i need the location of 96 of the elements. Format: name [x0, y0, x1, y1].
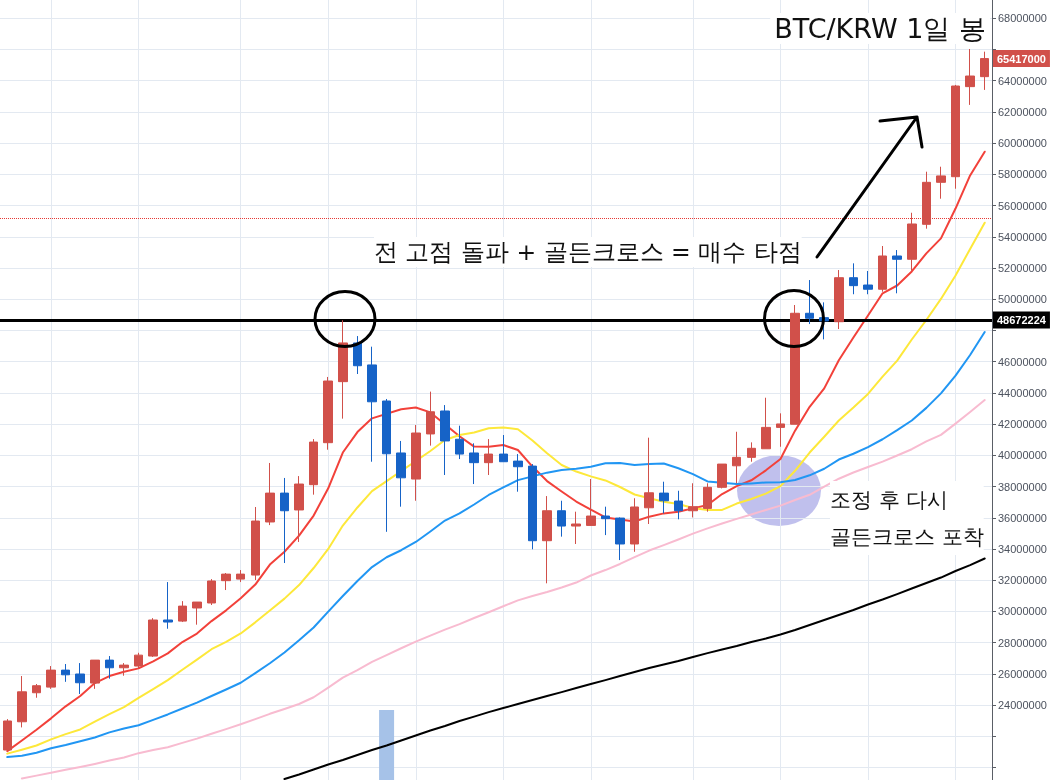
candlestick	[747, 441, 756, 463]
candlestick	[644, 437, 654, 525]
candlestick	[411, 424, 421, 502]
candlestick	[834, 269, 844, 330]
candlestick	[367, 346, 377, 463]
y-tick-label: 64000000	[998, 74, 1047, 87]
candlestick	[615, 516, 625, 561]
candlestick	[790, 304, 800, 425]
y-tick-label: 28000000	[998, 636, 1047, 649]
candlestick	[3, 718, 12, 751]
candlestick	[980, 51, 989, 91]
y-tick-label: 34000000	[998, 542, 1047, 555]
candlestick	[630, 497, 639, 553]
candlestick	[965, 48, 975, 106]
candlestick	[396, 440, 406, 508]
candlestick	[586, 478, 596, 527]
candlestick	[148, 617, 158, 658]
candlestick	[892, 249, 902, 294]
text: 65417000	[997, 52, 1046, 65]
line-series	[6, 331, 986, 759]
candlestick	[499, 434, 508, 463]
candlestick	[90, 659, 100, 690]
y-tick-label: 60000000	[998, 137, 1047, 150]
candlestick	[280, 477, 289, 564]
line-series	[283, 557, 986, 780]
candlestick	[542, 495, 552, 584]
candlestick	[849, 262, 858, 295]
candlestick	[776, 412, 785, 448]
candlestick	[674, 490, 683, 520]
y-tick-label: 32000000	[998, 574, 1047, 587]
candlestick	[75, 662, 85, 695]
candlestick	[440, 404, 450, 476]
y-tick-label: 68000000	[998, 12, 1047, 25]
candlestick	[717, 463, 727, 489]
y-tick-label: 24000000	[998, 699, 1047, 712]
y-tick-label: 50000000	[998, 293, 1047, 306]
candlestick	[863, 270, 873, 295]
candlestick	[557, 500, 566, 538]
candlestick	[732, 431, 741, 484]
candlestick	[907, 212, 917, 272]
candlestick	[455, 425, 464, 460]
line-series	[20, 399, 986, 780]
candlestick	[469, 442, 479, 485]
candlestick	[353, 335, 362, 375]
annotation: 전 고점 돌파 + 골든크로스 = 매수 타점	[374, 238, 802, 266]
y-tick-label: 36000000	[998, 511, 1047, 524]
candlestick	[338, 319, 348, 420]
y-tick-label: 30000000	[998, 605, 1047, 618]
y-tick-label: 62000000	[998, 105, 1047, 118]
candlestick	[323, 376, 333, 451]
text: BTC/KRW 1일 봉	[774, 13, 986, 44]
candlestick	[571, 511, 581, 545]
candlestick	[922, 171, 931, 230]
y-tick-label: 40000000	[998, 449, 1047, 462]
y-tick-label: 26000000	[998, 667, 1047, 680]
candlestick	[207, 578, 216, 606]
candlestick	[17, 675, 27, 728]
candlestick	[134, 652, 143, 669]
candlestick	[484, 438, 493, 476]
candlestick	[936, 166, 946, 200]
y-tick-label: 42000000	[998, 418, 1047, 431]
candlestick	[309, 438, 318, 496]
y-tick-label: 44000000	[998, 386, 1047, 399]
candlestick	[119, 662, 129, 677]
candlestick	[426, 391, 435, 447]
candlestick	[221, 572, 231, 591]
y-tick-label: 46000000	[998, 355, 1047, 368]
candlestick	[192, 601, 202, 626]
candlestick	[688, 482, 698, 518]
candlestick	[236, 569, 245, 583]
candlestick	[761, 397, 771, 450]
y-tick-label: 38000000	[998, 480, 1047, 493]
y-tick-label: 52000000	[998, 262, 1047, 275]
candlestick	[61, 663, 70, 683]
candlestick	[105, 655, 114, 680]
candlestick	[163, 581, 173, 630]
candlestick	[251, 506, 260, 581]
candlestick	[382, 398, 391, 533]
candlestick	[601, 506, 610, 536]
candlestick	[528, 463, 537, 550]
y-tick-label: 56000000	[998, 199, 1047, 212]
candlestick	[46, 665, 56, 690]
candlestick	[265, 462, 275, 526]
candlestick	[294, 475, 304, 543]
candlestick	[703, 482, 712, 513]
candlestick	[951, 84, 960, 190]
candlestick	[878, 245, 887, 293]
ref-line-label: 48672224	[997, 313, 1047, 326]
y-tick-label: 58000000	[998, 168, 1047, 181]
y-tick-label: 54000000	[998, 230, 1047, 243]
candlestick	[513, 453, 523, 493]
candlestick	[178, 600, 187, 623]
candlestick	[805, 279, 814, 325]
annotation: 조정 후 다시 골든크로스 포착	[830, 487, 984, 549]
candlestick	[32, 683, 41, 699]
candlestick	[659, 481, 669, 514]
